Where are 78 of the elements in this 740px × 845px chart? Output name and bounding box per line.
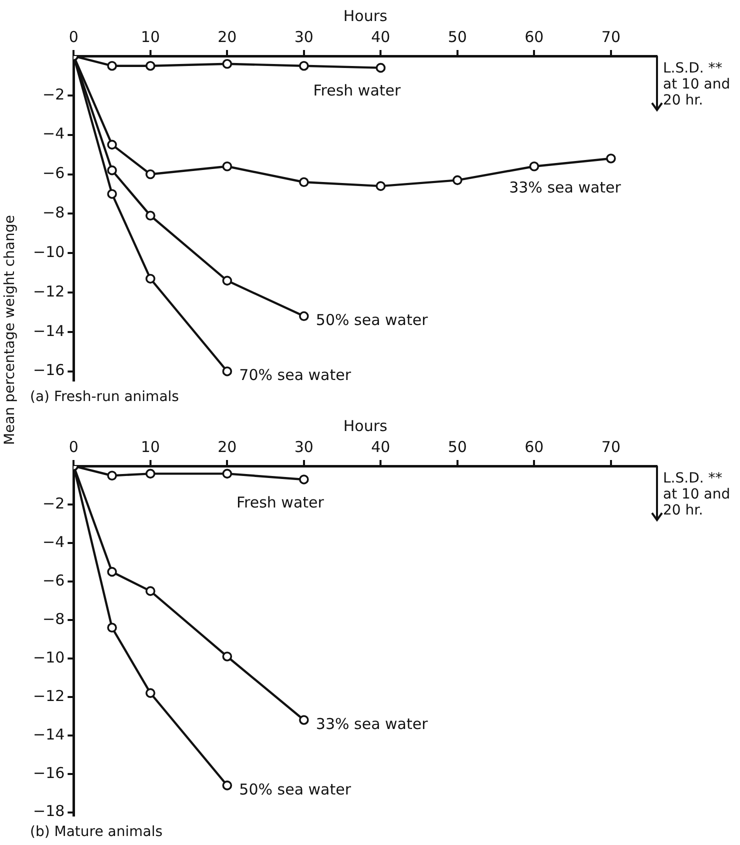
series-label: Fresh water <box>236 493 325 512</box>
x-tick-label: 10 <box>140 438 160 456</box>
y-tick-label: −14 <box>33 725 65 744</box>
point <box>299 474 309 484</box>
point <box>222 780 232 790</box>
x-tick-label: 70 <box>601 438 620 456</box>
point <box>107 140 117 150</box>
x-tick-label: 50 <box>448 28 467 46</box>
x-tick-label: 0 <box>68 28 78 46</box>
point <box>146 586 156 596</box>
point <box>222 366 232 376</box>
text: L.S.D. ** at 10 and 20 hr. <box>663 60 730 109</box>
y-tick-label: −10 <box>33 242 65 261</box>
point <box>222 468 232 479</box>
y-tick-label: −12 <box>33 686 65 705</box>
x-tick-label: 30 <box>294 438 314 456</box>
point <box>299 311 309 322</box>
point <box>299 177 309 188</box>
x-tick-label: 50 <box>448 438 467 456</box>
series-label: 33% sea water <box>509 178 622 196</box>
text: (a) Fresh-run animals <box>30 389 179 406</box>
point <box>529 161 540 172</box>
point <box>107 622 117 633</box>
point <box>146 60 156 71</box>
point <box>107 60 117 71</box>
point <box>299 715 309 725</box>
point <box>452 175 462 186</box>
x-tick-label: 10 <box>140 28 160 46</box>
point <box>222 161 232 172</box>
x-tick-label: 0 <box>68 438 78 456</box>
x-axis-title: Hours <box>343 6 388 25</box>
y-tick-label: −6 <box>42 571 65 590</box>
series-label: 50% sea water <box>239 780 352 798</box>
series-label: 70% sea water <box>239 366 352 384</box>
y-tick-label: −16 <box>33 764 65 782</box>
point <box>376 62 386 73</box>
point <box>146 169 156 180</box>
x-tick-label: 40 <box>371 438 390 456</box>
text: (b) Mature animals <box>30 824 163 840</box>
point <box>222 652 232 662</box>
y-tick-label: −8 <box>42 204 65 222</box>
point <box>222 58 232 69</box>
series-label: Fresh water <box>313 82 402 100</box>
x-tick-label: 60 <box>524 28 544 46</box>
text: L.S.D. ** at 10 and 20 hr. <box>663 470 730 519</box>
point <box>222 276 232 286</box>
series-label: 50% sea water <box>316 311 429 330</box>
point <box>107 165 117 176</box>
series-label: 33% sea water <box>316 714 429 733</box>
y-tick-label: −18 <box>33 802 65 820</box>
point <box>107 566 117 577</box>
x-tick-label: 40 <box>371 28 390 46</box>
y-tick-label: −14 <box>33 322 65 340</box>
point <box>146 274 156 284</box>
point <box>606 154 616 164</box>
y-tick-label: −16 <box>33 361 65 380</box>
point <box>376 181 386 191</box>
x-tick-label: 20 <box>218 28 237 46</box>
x-tick-label: 20 <box>218 438 237 456</box>
point <box>107 470 117 481</box>
y-tick-label: −4 <box>42 124 65 143</box>
point <box>299 60 309 71</box>
y-tick-label: −2 <box>42 494 65 512</box>
y-tick-label: −6 <box>42 164 65 182</box>
x-tick-label: 30 <box>294 28 314 46</box>
x-axis-title: Hours <box>343 416 388 435</box>
y-tick-label: −12 <box>33 282 65 300</box>
x-tick-label: 60 <box>524 438 544 456</box>
y-tick-label: −8 <box>42 610 65 628</box>
point <box>146 688 156 698</box>
y-tick-label: −10 <box>33 648 65 666</box>
y-axis-title: Mean percentage weight change <box>2 215 18 445</box>
point <box>107 189 117 199</box>
y-tick-label: −2 <box>42 85 65 104</box>
point <box>146 468 156 479</box>
y-tick-label: −4 <box>42 532 65 551</box>
x-tick-label: 70 <box>601 28 620 46</box>
point <box>146 210 156 221</box>
